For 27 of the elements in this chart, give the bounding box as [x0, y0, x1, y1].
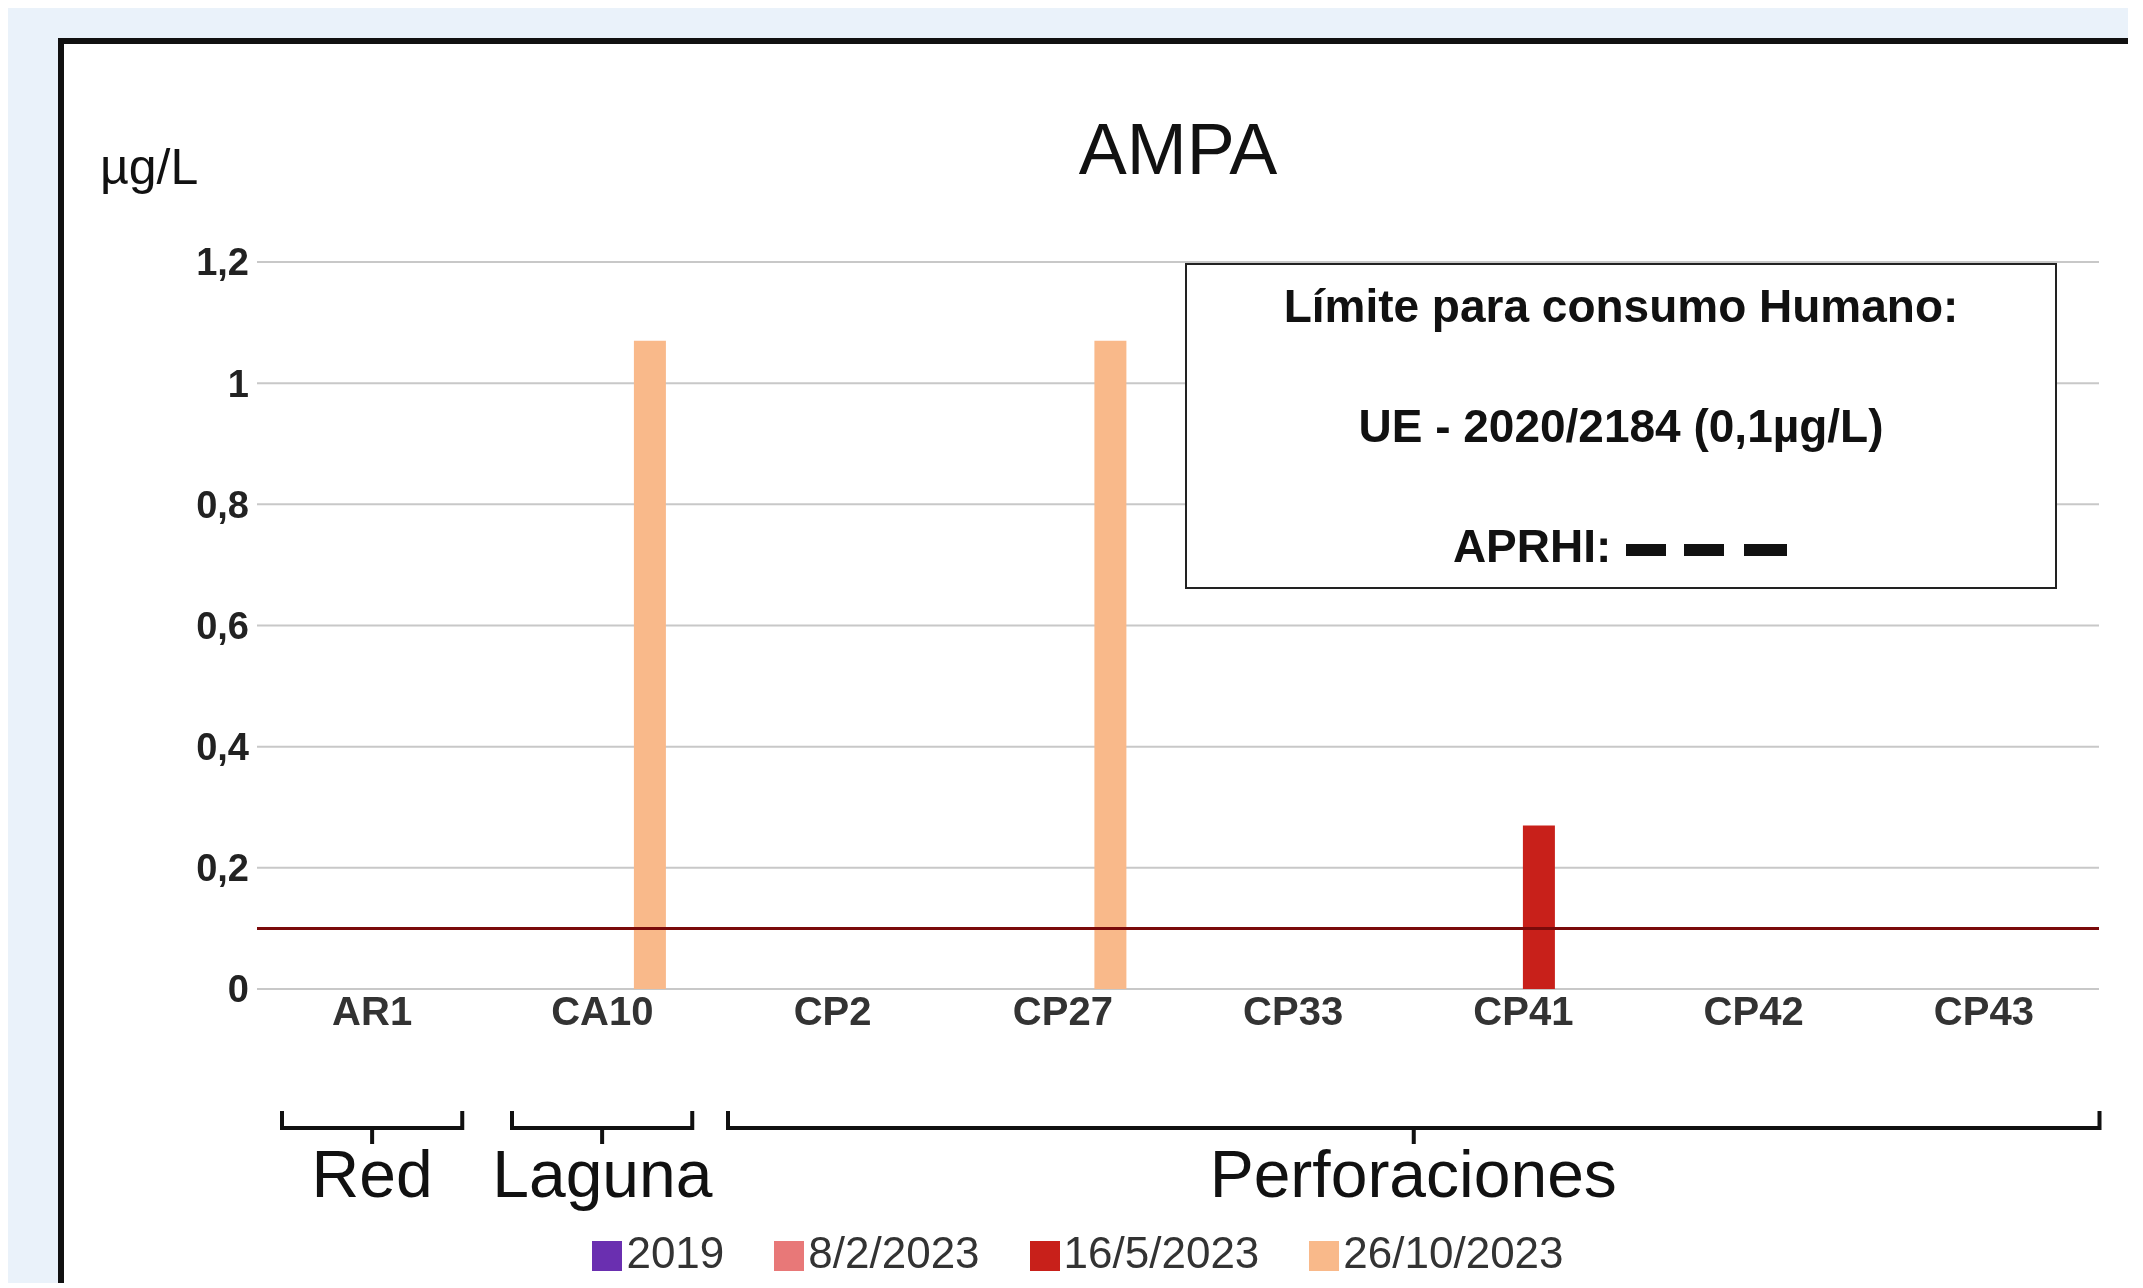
x-tick-label: AR1: [332, 989, 413, 1034]
y-tick-label: 0,2: [196, 847, 249, 890]
chart-title: AMPA: [1077, 108, 1279, 190]
y-tick-label: 0,4: [196, 726, 249, 769]
legend-label: 8/2/2023: [808, 1228, 980, 1277]
x-tick-label: CA10: [551, 989, 654, 1034]
y-tick-label: 1,2: [196, 241, 249, 284]
text: Perforaciones: [1208, 1136, 1618, 1212]
legend-label: 2019: [626, 1228, 725, 1277]
text: Laguna: [492, 1137, 713, 1211]
text: Red: [311, 1137, 433, 1211]
x-tick-label: CP2: [793, 989, 872, 1034]
annotation: UE - 2020/2184 (0,1µg/L): [1357, 399, 1885, 453]
x-tick-label: CP42: [1703, 989, 1804, 1034]
x-tick-label: CP33: [1243, 989, 1344, 1034]
y-tick-label: 0,6: [196, 604, 249, 647]
x-tick-label: CP43: [1933, 989, 2034, 1034]
annotation: Límite para consumo Humano:: [1282, 279, 1960, 333]
y-tick-label: 1: [227, 362, 249, 405]
annotation: APRHI:: [1451, 519, 1613, 573]
y-tick-label: 0: [227, 968, 249, 1011]
y-axis-title: µg/L: [100, 138, 199, 196]
legend-label: 16/5/2023: [1063, 1228, 1260, 1277]
x-tick-label: CP27: [1012, 989, 1113, 1034]
legend-label: 26/10/2023: [1343, 1228, 1564, 1277]
x-tick-label: CP41: [1473, 989, 1574, 1034]
y-tick-label: 0,8: [196, 483, 249, 526]
